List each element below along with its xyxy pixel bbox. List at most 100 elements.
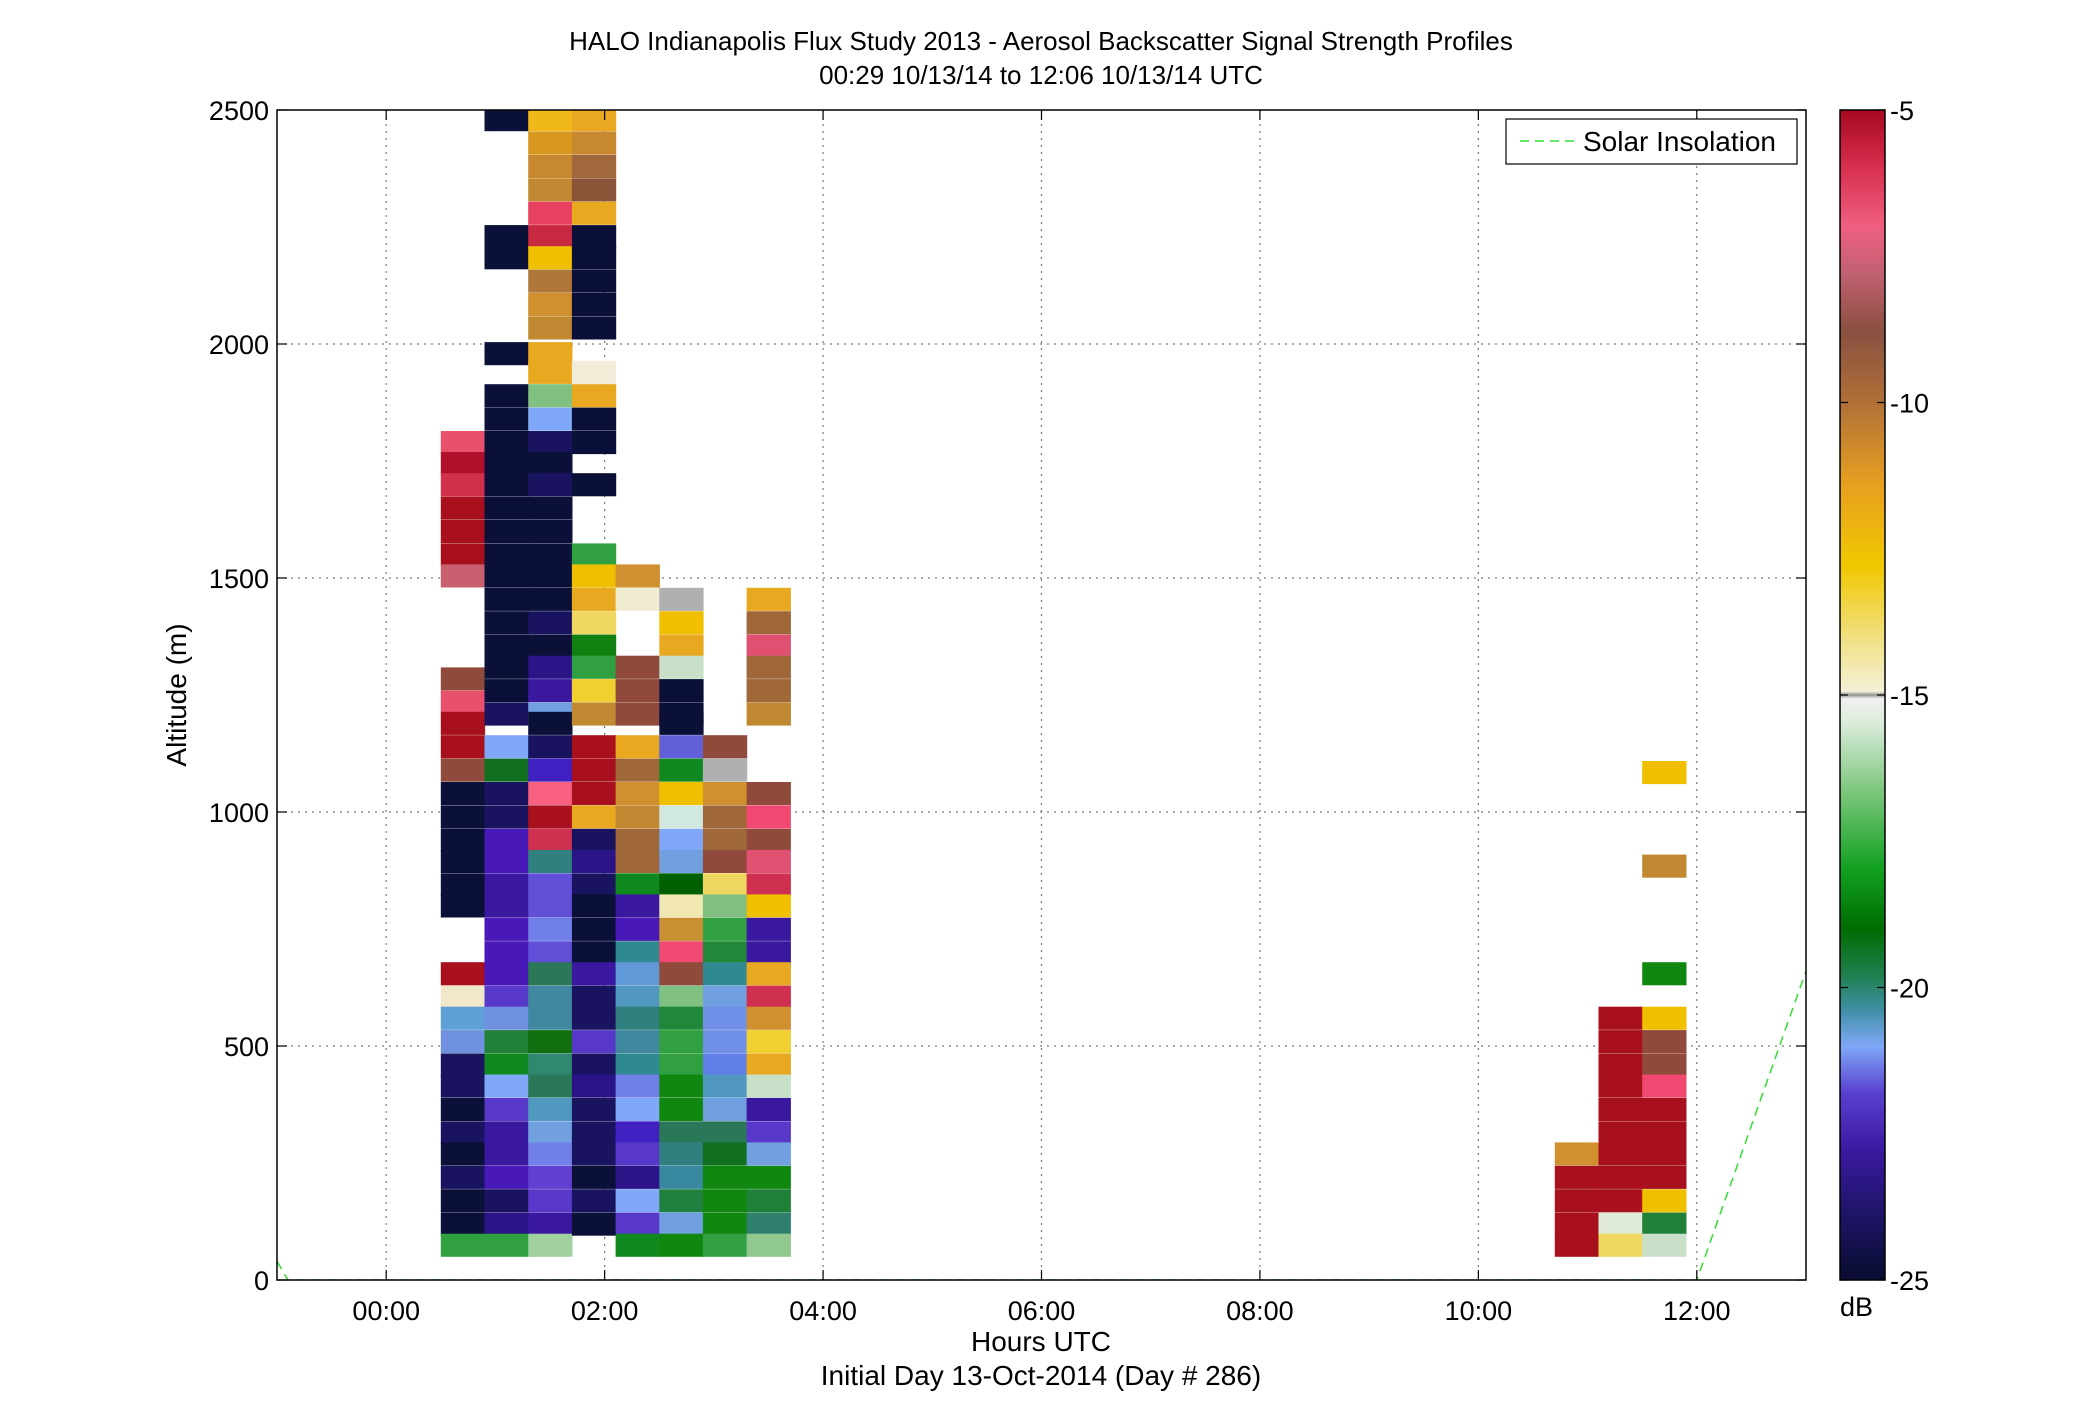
heatmap-cell (528, 828, 573, 852)
heatmap-cell (1598, 1030, 1643, 1054)
heatmap-cell (615, 849, 660, 873)
heatmap-cell (702, 1030, 748, 1054)
heatmap-cell (702, 828, 748, 852)
heatmap-cell (702, 1006, 748, 1030)
heatmap-cell (484, 1121, 529, 1145)
heatmap-cell (484, 587, 529, 611)
heatmap-cell (659, 655, 704, 679)
heatmap-cell (440, 473, 486, 497)
heatmap-cell (1642, 1212, 1687, 1236)
legend: Solar Insolation (1505, 118, 1798, 165)
heatmap-cell (615, 1097, 660, 1121)
heatmap-cell (484, 543, 529, 567)
heatmap-cell (1642, 1165, 1687, 1189)
heatmap-cell (440, 1233, 486, 1257)
heatmap-cell (702, 1212, 748, 1236)
heatmap-cell (484, 1189, 529, 1213)
heatmap-cell (659, 1030, 704, 1054)
colorbar-unit-label: dB (1840, 1292, 1873, 1322)
heatmap-cell (528, 917, 573, 941)
heatmap-cell (659, 782, 704, 806)
heatmap-cell (440, 520, 486, 544)
y-axis-label: Altitude (m) (161, 623, 192, 766)
y-tick-label: 1000 (209, 798, 269, 828)
heatmap-cell (702, 758, 748, 782)
heatmap-cell (702, 1142, 748, 1166)
heatmap-cell (440, 667, 486, 691)
heatmap-cell (528, 1030, 573, 1054)
heatmap-cell (746, 1142, 791, 1166)
heatmap-cell (484, 1053, 529, 1077)
heatmap-cell (571, 154, 617, 178)
heatmap-cell (484, 702, 529, 726)
heatmap-cell (528, 655, 573, 679)
heatmap-cell (440, 564, 486, 588)
heatmap-cell (746, 587, 791, 611)
heatmap-cell (1598, 1053, 1643, 1077)
heatmap-cell (484, 985, 529, 1009)
heatmap-cell (528, 962, 573, 986)
heatmap-cell (440, 1121, 486, 1145)
heatmap-cell (440, 496, 486, 520)
heatmap-cell (615, 1053, 660, 1077)
heatmap-cell (615, 1212, 660, 1236)
heatmap-cell (571, 431, 617, 455)
heatmap-cell (615, 873, 660, 897)
heatmap-cell (571, 316, 617, 340)
heatmap-cell (571, 941, 617, 965)
heatmap-cell (659, 1189, 704, 1213)
y-tick-label: 500 (224, 1032, 269, 1062)
heatmap-cell (571, 702, 617, 726)
heatmap-cell (1554, 1189, 1600, 1213)
heatmap-cell (484, 407, 529, 431)
heatmap-cell (571, 758, 617, 782)
heatmap-cell (615, 679, 660, 703)
heatmap-cell (528, 316, 573, 340)
heatmap-cell (659, 1121, 704, 1145)
heatmap-cell (528, 985, 573, 1009)
heatmap-cell (440, 543, 486, 567)
heatmap-cell (702, 735, 748, 759)
heatmap-cell (484, 1165, 529, 1189)
heatmap-cell (528, 805, 573, 829)
heatmap-cell (571, 1142, 617, 1166)
heatmap-cell (440, 758, 486, 782)
heatmap-cell (528, 1142, 573, 1166)
heatmap-cell (1642, 1074, 1687, 1098)
heatmap-cell (615, 1030, 660, 1054)
heatmap-cell (615, 564, 660, 588)
heatmap-cell (659, 1006, 704, 1030)
heatmap-cell (1598, 1142, 1643, 1166)
legend-label-solar-insolation: Solar Insolation (1583, 126, 1776, 157)
heatmap-cell (1598, 1121, 1643, 1145)
heatmap-cell (659, 941, 704, 965)
heatmap-cell (484, 611, 529, 635)
heatmap-cell (1642, 962, 1687, 986)
heatmap-cell (484, 758, 529, 782)
heatmap-cell (702, 1097, 748, 1121)
heatmap-cell (659, 735, 704, 759)
heatmap-cell (702, 894, 748, 918)
heatmap-cell (659, 917, 704, 941)
heatmap-cell (571, 178, 617, 202)
heatmap-cell (659, 758, 704, 782)
heatmap-cell (440, 828, 486, 852)
heatmap-cell (1598, 1189, 1643, 1213)
heatmap-cell (1598, 1097, 1643, 1121)
heatmap-cell (528, 1006, 573, 1030)
heatmap-cell (746, 1189, 791, 1213)
heatmap-cell (528, 1097, 573, 1121)
heatmap-cell (746, 611, 791, 635)
colorbar-tick-label: -10 (1890, 389, 1929, 419)
heatmap-cell (571, 564, 617, 588)
heatmap-cell (746, 655, 791, 679)
heatmap-cell (528, 473, 573, 497)
heatmap-cell (528, 1121, 573, 1145)
heatmap-cell (528, 873, 573, 897)
heatmap-cell (571, 1006, 617, 1030)
heatmap-cell (528, 587, 573, 611)
heatmap-cell (528, 269, 573, 293)
heatmap-cell (484, 342, 529, 366)
heatmap-cell (484, 1233, 529, 1257)
